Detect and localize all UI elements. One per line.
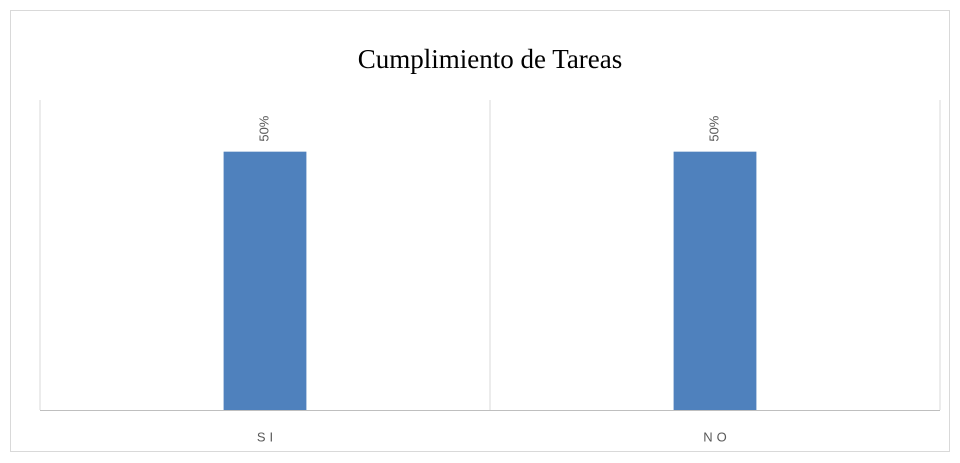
data-label: 50%: [256, 115, 271, 141]
x-tick-label: SI: [257, 429, 277, 444]
data-label: 50%: [706, 115, 721, 141]
x-tick-label: NO: [703, 429, 731, 444]
chart-border: [10, 10, 950, 452]
bar: [223, 151, 307, 410]
chart-title: Cumplimiento de Tareas: [358, 44, 623, 74]
bar: [673, 151, 757, 410]
